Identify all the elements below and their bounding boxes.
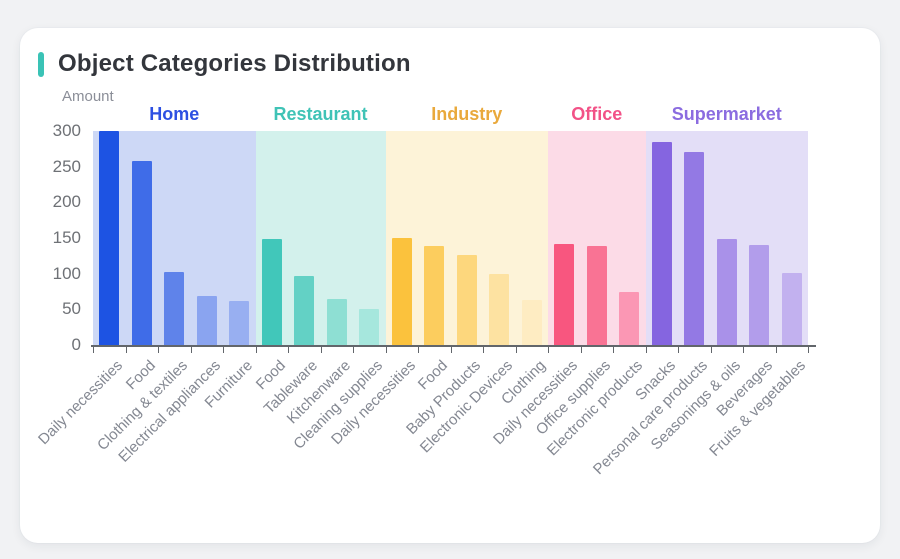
bar-seasonings-oils[interactable] (716, 239, 737, 345)
y-tick-label: 300 (52, 121, 81, 140)
bar-electronic-devices[interactable] (489, 273, 510, 345)
x-axis-tick (223, 347, 224, 353)
x-axis-line (91, 345, 816, 347)
group-label-restaurant: Restaurant (273, 104, 368, 124)
bar-electronic-products[interactable] (619, 291, 640, 345)
bar-electrical-appliances[interactable] (196, 296, 217, 345)
x-axis-tick (710, 347, 712, 353)
y-tick-label: 250 (52, 156, 81, 176)
x-axis-tick (483, 347, 484, 353)
x-axis-tick (645, 347, 647, 353)
bar-clothing-textiles[interactable] (164, 271, 185, 345)
x-axis-tick (353, 347, 354, 353)
bar-clothing[interactable] (521, 300, 542, 345)
y-tick-label: 100 (52, 263, 81, 283)
x-axis-tick (548, 347, 549, 353)
x-axis-tick (288, 347, 289, 353)
bar-daily-necessities[interactable] (391, 238, 412, 345)
bar-daily-necessities[interactable] (554, 243, 575, 345)
bar-kitchenware[interactable] (326, 298, 347, 345)
x-axis-tick (678, 347, 679, 353)
y-axis-name: Amount (62, 88, 114, 105)
y-tick-label: 150 (52, 228, 81, 247)
bar-food[interactable] (424, 245, 445, 345)
x-axis-tick (320, 347, 322, 353)
bar-food[interactable] (261, 239, 282, 345)
bar-chart: 0 50 100 150 200 250 300 Home Daily necessities F… (20, 28, 880, 543)
group-label-office: Office (571, 104, 623, 124)
bar-food[interactable] (131, 160, 152, 345)
y-tick-label: 0 (71, 335, 81, 354)
card-header: Object Categories Distribution (38, 50, 411, 78)
bar-tableware[interactable] (294, 275, 315, 345)
group-label-supermarket: Supermarket (671, 104, 782, 124)
bar-furniture[interactable] (229, 300, 250, 345)
bar-snacks[interactable] (651, 141, 672, 345)
bar-fruits-vegetables[interactable] (781, 272, 802, 345)
x-axis-tick (93, 347, 94, 353)
x-axis-tick (808, 347, 809, 353)
x-axis-tick (613, 347, 614, 353)
x-axis-tick (385, 347, 387, 353)
x-axis-tick (580, 347, 582, 353)
x-axis-tick (418, 347, 419, 353)
x-axis-tick (743, 347, 744, 353)
x-axis-tick (125, 347, 127, 353)
group-label-industry: Industry (431, 104, 503, 124)
title-accent-bar (38, 51, 44, 77)
bar-baby-products[interactable] (456, 255, 477, 345)
bar-personal-care-products[interactable] (684, 151, 705, 345)
x-axis-tick (450, 347, 452, 353)
y-tick-label: 200 (52, 192, 81, 212)
y-tick-label: 50 (62, 299, 81, 319)
bar-office-supplies[interactable] (586, 245, 607, 345)
bar-beverages[interactable] (749, 245, 770, 345)
x-axis-tick (190, 347, 192, 353)
x-axis-tick (255, 347, 257, 353)
bar-cleaning-supplies[interactable] (359, 309, 380, 345)
bar-daily-necessities[interactable] (99, 131, 120, 345)
x-axis-tick (158, 347, 159, 353)
x-axis-tick (515, 347, 517, 353)
x-axis-tick (775, 347, 777, 353)
chart-title: Object Categories Distribution (58, 50, 411, 77)
group-label-home: Home (149, 104, 200, 124)
